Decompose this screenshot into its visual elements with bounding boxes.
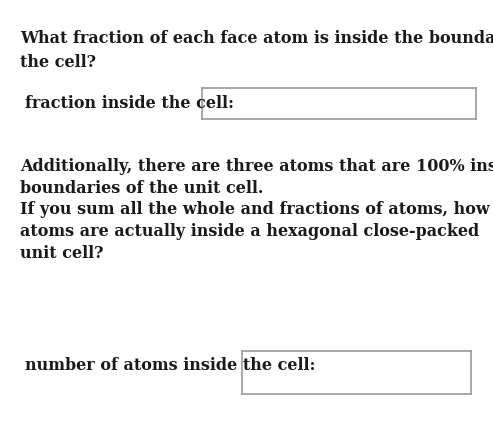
Text: atoms are actually inside a hexagonal close-packed: atoms are actually inside a hexagonal cl… (20, 223, 479, 240)
Text: the cell?: the cell? (20, 54, 96, 71)
Text: If you sum all the whole and fractions of atoms, how many: If you sum all the whole and fractions o… (20, 201, 493, 218)
Text: Additionally, there are three atoms that are 100% inside the: Additionally, there are three atoms that… (20, 158, 493, 175)
Text: What fraction of each face atom is inside the boundaries of: What fraction of each face atom is insid… (20, 30, 493, 47)
Text: number of atoms inside the cell:: number of atoms inside the cell: (25, 357, 315, 375)
Text: boundaries of the unit cell.: boundaries of the unit cell. (20, 180, 263, 197)
Text: unit cell?: unit cell? (20, 245, 103, 262)
Text: fraction inside the cell:: fraction inside the cell: (25, 95, 234, 113)
